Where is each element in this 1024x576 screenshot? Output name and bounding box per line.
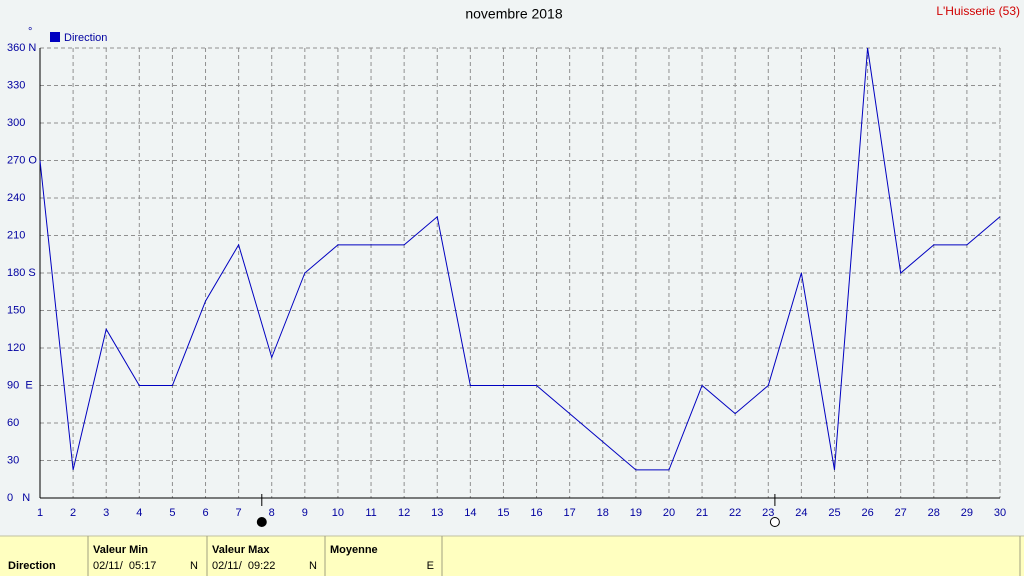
x-tick-label: 18: [597, 507, 609, 519]
x-tick-label: 2: [70, 507, 76, 519]
background: [0, 0, 1024, 536]
column-header: Valeur Max: [212, 544, 270, 556]
row-label: Direction: [8, 560, 56, 572]
y-tick-label: 30: [7, 454, 19, 466]
x-tick-label: 19: [630, 507, 642, 519]
summary-panel: [0, 536, 1024, 576]
x-tick-label: 4: [136, 507, 142, 519]
x-tick-label: 26: [861, 507, 873, 519]
x-tick-label: 6: [202, 507, 208, 519]
column-value: E: [427, 560, 434, 572]
x-tick-label: 1: [37, 507, 43, 519]
y-tick-label: 150: [7, 304, 25, 316]
x-tick-label: 5: [169, 507, 175, 519]
y-tick-label: 240: [7, 192, 25, 204]
x-tick-label: 11: [365, 507, 376, 519]
y-tick-label: 210: [7, 229, 25, 241]
moon-phase-new: [769, 517, 780, 527]
y-tick-label: 300: [7, 117, 25, 129]
column-header: Valeur Min: [93, 544, 148, 556]
station-name: L'Huisserie (53): [936, 4, 1020, 18]
column-value: N: [190, 560, 198, 572]
x-tick-label: 14: [464, 507, 476, 519]
x-tick-label: 7: [236, 507, 242, 519]
x-tick-label: 16: [530, 507, 542, 519]
x-tick-label: 28: [928, 507, 940, 519]
x-tick-label: 3: [103, 507, 109, 519]
x-tick-label: 21: [696, 507, 708, 519]
column-date: 02/11/ 05:17: [93, 560, 156, 572]
y-tick-label: 60: [7, 417, 19, 429]
legend-swatch: [50, 32, 60, 42]
column-value: N: [309, 560, 317, 572]
y-tick-label: 90 E: [7, 379, 33, 391]
x-tick-label: 29: [961, 507, 973, 519]
x-tick-label: 24: [795, 507, 807, 519]
y-tick-label: 360 N: [7, 42, 36, 54]
x-tick-label: 25: [828, 507, 840, 519]
x-tick-label: 13: [431, 507, 443, 519]
y-unit: °: [28, 26, 32, 38]
legend-label: Direction: [64, 32, 107, 44]
y-tick-label: 270 O: [7, 154, 37, 166]
column-header: Moyenne: [330, 544, 378, 556]
x-tick-label: 22: [729, 507, 741, 519]
x-tick-label: 15: [497, 507, 509, 519]
y-tick-label: 120: [7, 342, 25, 354]
x-tick-label: 27: [895, 507, 907, 519]
data-line: [39, 47, 1001, 471]
x-tick-label: 9: [302, 507, 308, 519]
column-date: 02/11/ 09:22: [212, 560, 275, 572]
x-tick-label: 17: [564, 507, 576, 519]
y-tick-label: 0 N: [7, 492, 30, 504]
x-tick-label: 30: [994, 507, 1006, 519]
y-tick-label: 330: [7, 79, 25, 91]
moon-phase-full: [256, 517, 267, 527]
x-tick-label: 10: [332, 507, 344, 519]
x-tick-label: 23: [762, 507, 774, 519]
x-tick-label: 12: [398, 507, 410, 519]
y-tick-label: 180 S: [7, 267, 36, 279]
x-tick-label: 8: [269, 507, 275, 519]
chart-title: novembre 2018: [465, 6, 563, 22]
x-tick-label: 20: [663, 507, 675, 519]
